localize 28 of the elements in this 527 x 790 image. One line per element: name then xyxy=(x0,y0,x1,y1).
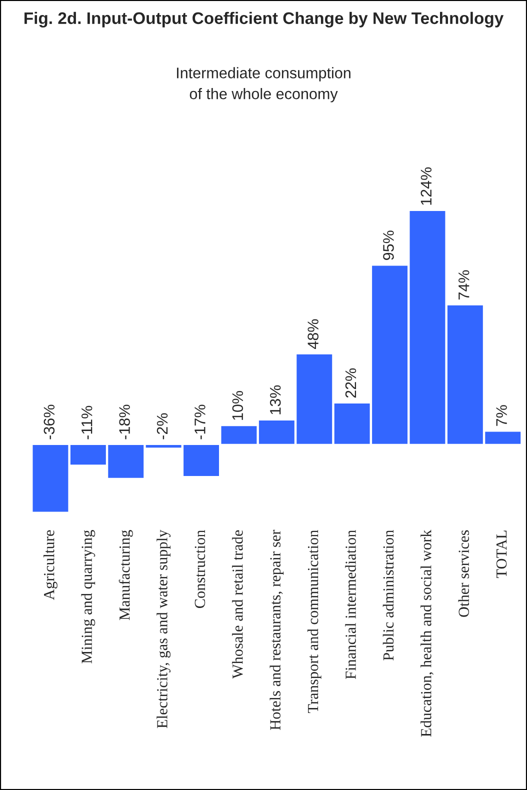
x-tick-label: Electricity, gas and water supply xyxy=(156,530,171,728)
data-label: 74% xyxy=(458,270,470,300)
data-label: 48% xyxy=(308,319,318,349)
x-tick-label: Whosale and retail trade xyxy=(232,530,243,679)
data-label: 22% xyxy=(345,368,356,398)
x-tick-label: Hotels and restaurants, repair ser xyxy=(270,530,284,730)
data-label: 124% xyxy=(420,167,432,205)
data-label: -11% xyxy=(82,406,92,440)
x-tick-label: Education, health and social work xyxy=(420,530,434,737)
data-label: 13% xyxy=(270,385,281,414)
x-tick-label: Financial intermediation xyxy=(345,530,356,680)
data-label: -2% xyxy=(156,413,168,440)
chart-title: Fig. 2d. Input-Output Coefficient Change by New Technology xyxy=(24,12,504,28)
x-tick-label: Other services xyxy=(458,530,470,617)
data-label: 10% xyxy=(232,390,244,420)
data-label: -18% xyxy=(119,404,130,440)
data-label: 95% xyxy=(383,230,394,260)
data-label: -36% xyxy=(44,404,55,440)
x-tick-label: TOTAL xyxy=(496,530,507,578)
x-tick-label: Mining and quarrying xyxy=(81,530,96,664)
chart-subtitle: Intermediate consumption of the whole economy xyxy=(177,67,350,102)
data-label: -17% xyxy=(194,404,206,440)
x-tick-label: Manufacturing xyxy=(118,530,133,620)
x-tick-label: Construction xyxy=(194,530,206,608)
x-tick-label: Public administration xyxy=(382,530,394,660)
data-label: 7% xyxy=(496,405,507,426)
x-tick-label: Transport and communication xyxy=(307,530,322,714)
x-tick-label: Agriculture xyxy=(44,530,58,600)
